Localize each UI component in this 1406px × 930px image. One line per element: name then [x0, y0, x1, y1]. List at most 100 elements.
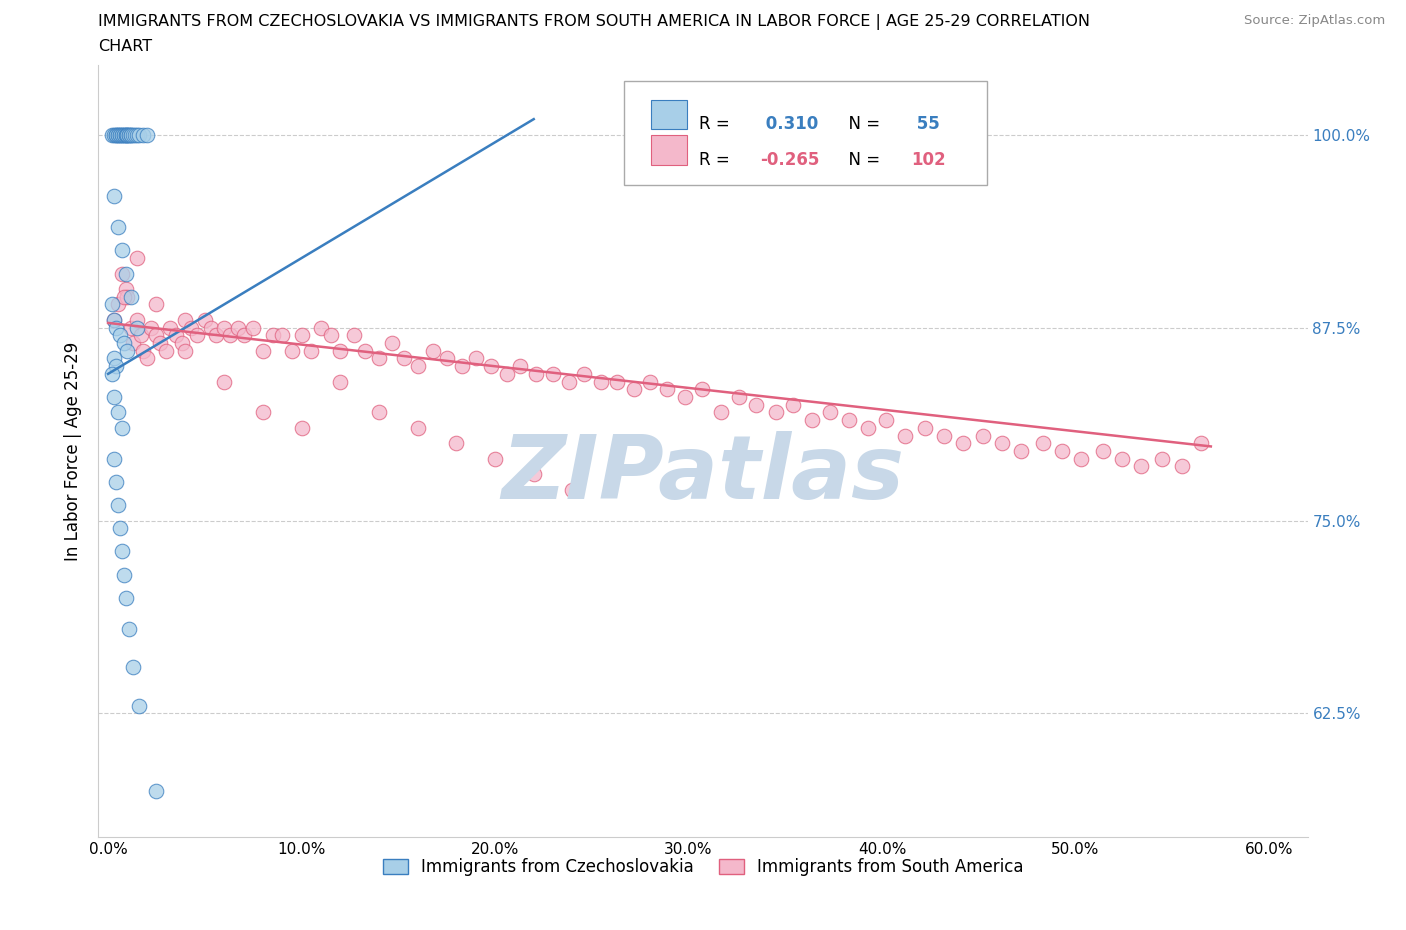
Point	[112, 127, 135, 142]
Point	[128, 127, 150, 142]
Point	[114, 266, 136, 281]
Point	[329, 343, 352, 358]
Point	[108, 127, 131, 142]
Point	[252, 405, 274, 419]
Point	[111, 127, 134, 142]
Point	[111, 243, 134, 258]
Point	[1130, 459, 1153, 474]
Point	[117, 127, 139, 142]
Point	[174, 343, 197, 358]
Point	[1152, 451, 1174, 466]
Point	[242, 320, 264, 335]
Point	[107, 127, 129, 142]
Point	[495, 366, 517, 381]
Point	[159, 320, 181, 335]
Point	[972, 428, 994, 443]
Point	[103, 189, 125, 204]
Point	[104, 359, 127, 374]
Point	[108, 127, 131, 142]
Point	[111, 266, 134, 281]
Point	[782, 397, 804, 412]
Point	[120, 289, 142, 304]
Point	[103, 451, 125, 466]
Point	[446, 436, 468, 451]
Point	[108, 327, 131, 342]
Point	[111, 420, 134, 435]
Point	[1010, 444, 1032, 458]
Point	[108, 521, 131, 536]
Point	[118, 127, 141, 142]
Point	[122, 659, 145, 674]
Point	[932, 428, 955, 443]
Point	[1091, 444, 1114, 458]
Point	[117, 289, 139, 304]
Point	[170, 336, 193, 351]
Point	[114, 127, 136, 142]
Point	[174, 312, 197, 327]
Point	[952, 436, 974, 451]
Point	[212, 320, 235, 335]
Point	[212, 374, 235, 389]
Y-axis label: In Labor Force | Age 25-29: In Labor Force | Age 25-29	[65, 341, 83, 561]
Point	[875, 413, 897, 428]
Text: 0.310: 0.310	[759, 115, 818, 133]
Point	[104, 127, 127, 142]
Point	[252, 343, 274, 358]
Point	[523, 467, 546, 482]
Text: -0.265: -0.265	[759, 151, 820, 168]
FancyBboxPatch shape	[624, 81, 987, 185]
Point	[219, 327, 242, 342]
Legend: Immigrants from Czechoslovakia, Immigrants from South America: Immigrants from Czechoslovakia, Immigran…	[375, 851, 1031, 883]
Point	[111, 127, 134, 142]
Point	[422, 343, 444, 358]
Point	[112, 127, 135, 142]
Point	[991, 436, 1014, 451]
Point	[406, 420, 429, 435]
Point	[135, 127, 157, 142]
Point	[638, 374, 661, 389]
Point	[271, 327, 294, 342]
Point	[436, 351, 458, 365]
Point	[114, 591, 136, 605]
Point	[120, 320, 142, 335]
Point	[484, 451, 506, 466]
Point	[1050, 444, 1073, 458]
Point	[194, 312, 217, 327]
Point	[107, 297, 129, 312]
Text: ZIPatlas: ZIPatlas	[502, 431, 904, 518]
Point	[894, 428, 917, 443]
Text: Source: ZipAtlas.com: Source: ZipAtlas.com	[1244, 14, 1385, 27]
Point	[745, 397, 768, 412]
Point	[103, 312, 125, 327]
Point	[557, 374, 579, 389]
Text: IMMIGRANTS FROM CZECHOSLOVAKIA VS IMMIGRANTS FROM SOUTH AMERICA IN LABOR FORCE |: IMMIGRANTS FROM CZECHOSLOVAKIA VS IMMIGR…	[98, 14, 1091, 30]
Point	[858, 420, 880, 435]
Point	[226, 320, 249, 335]
Point	[114, 282, 136, 297]
Point	[1171, 459, 1194, 474]
Point	[561, 482, 583, 497]
Point	[149, 336, 172, 351]
FancyBboxPatch shape	[651, 136, 688, 165]
Text: R =: R =	[699, 115, 735, 133]
Point	[120, 127, 142, 142]
Point	[129, 327, 152, 342]
Point	[205, 327, 228, 342]
Point	[107, 498, 129, 512]
Point	[112, 336, 135, 351]
Point	[524, 366, 547, 381]
Text: 55: 55	[911, 115, 939, 133]
Text: N =: N =	[838, 151, 886, 168]
Point	[1070, 451, 1092, 466]
Point	[509, 359, 531, 374]
Point	[101, 127, 124, 142]
Point	[368, 405, 391, 419]
Point	[127, 320, 149, 335]
Text: N =: N =	[838, 115, 886, 133]
Point	[139, 320, 162, 335]
Point	[1031, 436, 1053, 451]
Point	[914, 420, 936, 435]
Point	[281, 343, 304, 358]
Point	[103, 312, 125, 327]
Point	[1189, 436, 1212, 451]
